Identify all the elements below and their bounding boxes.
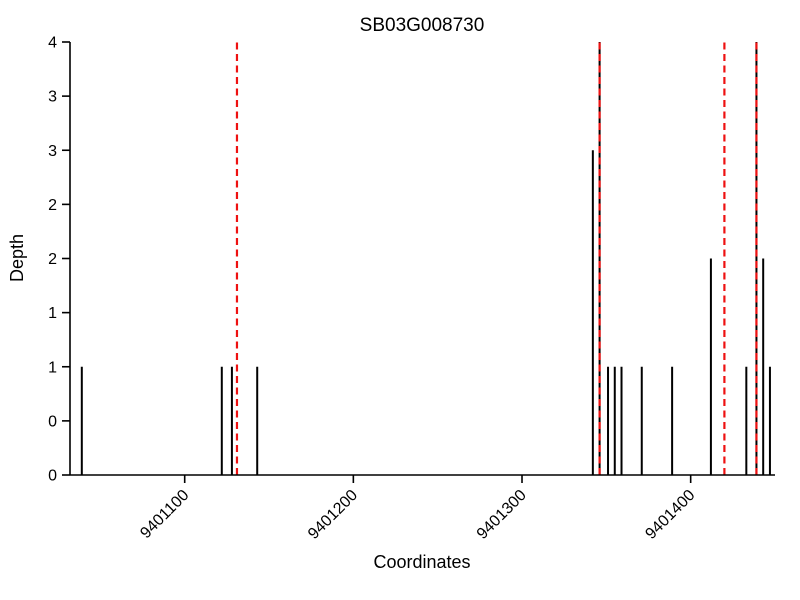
y-tick-label: 1	[48, 305, 57, 322]
y-tick-label: 0	[48, 413, 57, 430]
x-axis-label: Coordinates	[373, 552, 470, 572]
y-tick-label: 0	[48, 468, 57, 485]
x-tick-label: 9401200	[305, 487, 361, 543]
x-tick-label: 9401300	[474, 487, 530, 543]
x-tick-label: 9401400	[642, 487, 698, 543]
y-tick-label: 2	[48, 197, 57, 214]
chart-title: SB03G008730	[360, 15, 485, 36]
y-tick-label: 3	[48, 89, 57, 106]
y-axis-label: Depth	[7, 234, 27, 282]
x-tick-label: 9401100	[137, 487, 192, 542]
y-tick-label: 4	[48, 35, 57, 52]
y-tick-label: 3	[48, 143, 57, 160]
y-tick-label: 1	[48, 359, 57, 376]
plot-area: 0 0 1 1 2 2 3 3 4 9401100 9401200 9401300 9401400	[48, 35, 775, 543]
y-tick-label: 2	[48, 251, 57, 268]
